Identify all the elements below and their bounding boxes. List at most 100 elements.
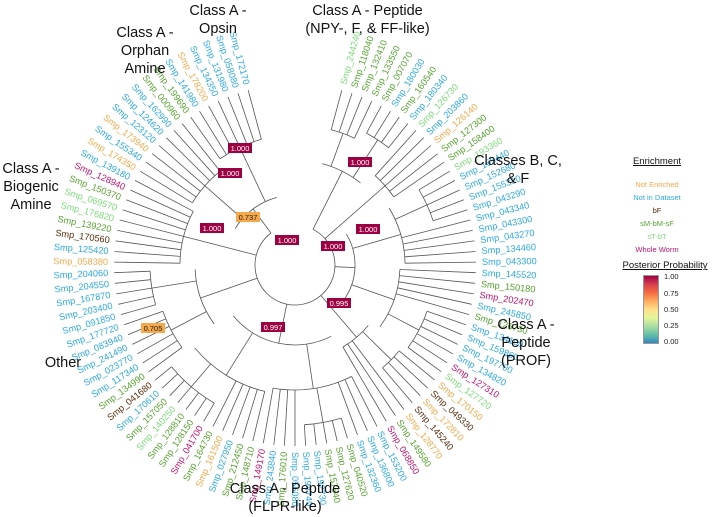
tree-branch <box>388 123 409 148</box>
tree-branch <box>423 180 456 198</box>
tree-branch <box>114 251 181 257</box>
tip-label: Smp_125420 <box>54 242 109 256</box>
tree-branch <box>117 230 183 244</box>
tree-branch <box>130 189 191 218</box>
tree-branch <box>374 130 417 176</box>
tree-branch <box>354 100 373 139</box>
tree-branch <box>239 147 266 202</box>
tree-branch <box>398 281 474 295</box>
tree-branch <box>382 350 400 369</box>
tree-branch <box>173 130 216 176</box>
tree-branch <box>366 105 382 134</box>
tree-branch <box>120 304 156 315</box>
svg-text:1.000: 1.000 <box>351 158 370 167</box>
tree-branch <box>393 356 428 389</box>
tree-branch <box>242 389 258 439</box>
svg-text:1.000: 1.000 <box>221 169 240 178</box>
tree-branch <box>344 379 368 432</box>
clade-label-flpr: Class A - Peptide (FLPR-like) <box>229 481 341 515</box>
svg-text:1.000: 1.000 <box>359 225 378 234</box>
enrichment-legend-title: Enrichment <box>632 156 682 167</box>
tree-branch <box>199 110 227 155</box>
tree-branch <box>252 391 266 442</box>
tree-branch <box>387 313 420 331</box>
tree-branch <box>200 277 258 299</box>
tree-branch <box>416 333 453 355</box>
tree-branch <box>124 310 164 326</box>
tree-branch <box>203 402 215 422</box>
tree-branch <box>177 386 192 404</box>
tree-branch <box>155 366 172 381</box>
tree-branch <box>373 110 391 138</box>
tree-branch <box>404 261 477 264</box>
tree-branch <box>351 340 405 410</box>
svg-text:0.995: 0.995 <box>330 299 349 308</box>
tree-branch <box>190 363 212 388</box>
tree-branch <box>334 266 355 268</box>
tree-branch <box>217 100 241 148</box>
tree-branch <box>139 170 193 204</box>
posterior-legend-title: Posterior Probability <box>622 260 708 271</box>
tree-branch <box>126 199 188 224</box>
tree-branch <box>420 326 458 345</box>
tree-branch <box>149 271 156 305</box>
svg-text:1.000: 1.000 <box>231 144 250 153</box>
tree-branch <box>194 269 215 325</box>
clade-label-biogenic-amine: Class A - Biogenic Amine <box>2 161 60 213</box>
tree-branch <box>330 133 344 167</box>
tree-branch <box>113 261 181 264</box>
posterior-tick-label: 0.00 <box>664 337 679 346</box>
tree-branch <box>114 270 151 274</box>
tree-branch <box>181 123 221 172</box>
tree-branch <box>142 340 178 364</box>
tree-branch <box>232 386 251 436</box>
tree-branch <box>234 197 278 229</box>
tip-label: Smp_043300 <box>482 256 537 267</box>
svg-text:1.000: 1.000 <box>324 242 343 251</box>
node-support-box: 0.995 <box>327 298 351 308</box>
node-support-box: 1.000 <box>348 157 372 167</box>
tree-branch <box>118 296 154 305</box>
tree-branch <box>145 161 197 198</box>
svg-text:1.000: 1.000 <box>203 224 222 233</box>
legend-item-st-bt: sT-bT <box>647 232 667 241</box>
tree-branch <box>171 366 215 404</box>
tree-branch <box>158 145 206 187</box>
tree-branch <box>337 382 358 436</box>
svg-text:0.737: 0.737 <box>239 213 258 222</box>
clade-label-npy: Class A - Peptide (NPY-, F, & FF-like) <box>305 3 430 37</box>
tree-branch <box>194 397 207 416</box>
tree-branch <box>320 295 357 338</box>
tree-branch <box>393 161 445 198</box>
posterior-tick-label: 1.00 <box>664 272 679 281</box>
tree-branch <box>402 230 473 245</box>
tree-branch <box>185 392 199 410</box>
tree-branch <box>395 293 470 315</box>
tree-branch <box>374 175 395 198</box>
tree-branch <box>397 287 472 305</box>
node-support-box: 1.000 <box>321 241 345 251</box>
node-support-box: 1.000 <box>200 223 224 233</box>
tree-branch <box>412 340 448 364</box>
legend-item-bf: bF <box>652 206 662 215</box>
tree-branch <box>313 423 317 445</box>
posterior-tick-label: 0.75 <box>664 289 679 298</box>
tree-branch <box>119 219 184 237</box>
node-support-labels: 1.000 1.000 0.737 1.000 1.000 1.000 1.000 0.995… <box>141 143 380 333</box>
tree-branch <box>324 185 386 239</box>
tree-branch <box>284 389 289 446</box>
tree-branch <box>116 287 152 295</box>
tree-branch <box>166 137 210 181</box>
tree-branch <box>254 228 336 306</box>
tree-branch <box>237 93 255 142</box>
tree-branches <box>113 90 477 446</box>
node-support-box: 1.000 <box>228 143 252 153</box>
tree-branch <box>170 311 207 331</box>
tree-branch <box>330 90 343 130</box>
posterior-tick-label: 0.50 <box>664 305 679 314</box>
tree-branch <box>306 344 314 389</box>
tree-branch <box>380 137 424 181</box>
node-support-box: 0.705 <box>141 323 165 333</box>
tip-label: Smp_194740 <box>301 451 314 506</box>
tree-branch <box>137 333 174 355</box>
